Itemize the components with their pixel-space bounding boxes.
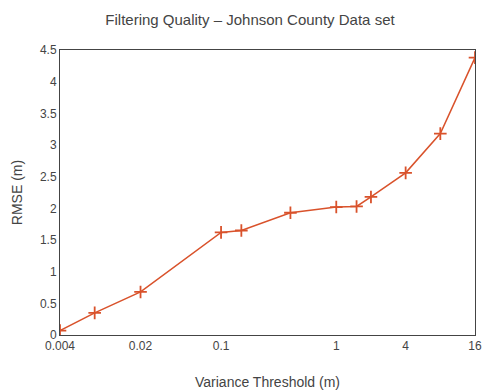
svg-text:3.5: 3.5 [40,107,57,121]
svg-text:4.5: 4.5 [40,43,57,57]
svg-text:0.02: 0.02 [129,339,153,353]
svg-text:0.5: 0.5 [40,297,57,311]
svg-text:3: 3 [50,138,57,152]
svg-text:0.1: 0.1 [213,339,230,353]
svg-text:0.004: 0.004 [45,339,75,353]
svg-text:2.5: 2.5 [40,170,57,184]
svg-text:RMSE (m): RMSE (m) [9,160,25,225]
svg-text:1: 1 [50,265,57,279]
svg-text:4: 4 [50,75,57,89]
svg-text:4: 4 [402,339,409,353]
svg-text:0: 0 [50,328,57,342]
svg-text:16: 16 [468,339,482,353]
svg-text:Filtering Quality – Johnson Co: Filtering Quality – Johnson County Data … [105,11,395,28]
svg-text:Variance Threshold (m): Variance Threshold (m) [195,374,340,390]
svg-text:1.5: 1.5 [40,233,57,247]
svg-text:2: 2 [50,202,57,216]
svg-text:1: 1 [333,339,340,353]
